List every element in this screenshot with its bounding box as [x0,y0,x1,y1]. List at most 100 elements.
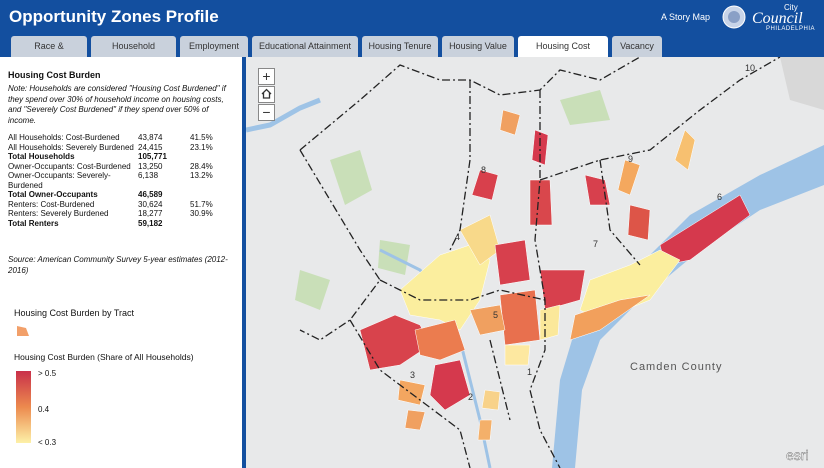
tract [499,289,541,346]
swatch-shape [17,326,29,336]
tab[interactable]: Vacancy [612,36,662,57]
table-cell: 30,624 [138,199,163,209]
district-label: 8 [481,165,486,175]
zoom-out-button[interactable]: − [258,104,275,121]
table-cell: Renters: Cost-Burdened [8,199,95,209]
tab-bar: Race & EthnicityHousehold IncomeEmployme… [0,33,824,72]
tract [539,269,586,311]
park [295,270,330,310]
table-row: Renters: Severely Burdened 18,277 30.9% [7,209,231,219]
park [560,90,610,125]
tab[interactable]: Employment [180,36,248,57]
district-boundaries [299,57,781,468]
tract [539,304,561,341]
table-cell: 13,250 [138,161,163,171]
table-cell [189,152,231,162]
district-label: 9 [628,154,633,164]
tract [429,359,471,411]
district-label: 10 [745,63,755,73]
tract [529,179,553,226]
schuylkill-river [246,97,321,133]
tract [499,109,521,136]
tab[interactable]: Educational Attainment [252,36,358,57]
district-label: 3 [410,370,415,380]
table-cell: 18,277 [138,209,163,218]
tab[interactable]: Household Income [91,36,176,72]
home-glyph [261,88,272,99]
home-button[interactable] [258,86,275,103]
story-map-link[interactable]: A Story Map [661,12,711,22]
tab[interactable]: Housing Cost Burden [518,36,608,72]
tract [569,294,651,341]
tract [477,419,493,441]
table-cell: All Households: Severely Burdened [8,142,134,152]
table-row: All Households: Severely Burdened 24,415 2… [7,143,231,153]
tract [404,409,426,431]
legend-label: < 0.3 [38,438,57,447]
table-cell: Total Owner-Occupants [8,190,98,199]
district-label: 4 [455,232,460,242]
panel-note: Note: Households are considered "Housing… [8,84,226,125]
boundary [599,159,641,266]
table-cell: 51.7% [190,199,213,209]
source-note: Source: American Community Survey 5-year… [8,255,228,275]
attribution: esri [786,447,809,463]
tab[interactable]: Housing Value [442,36,514,57]
logo: City Council PHILADELPHIA [722,3,815,32]
legend-layer-title: Housing Cost Burden by Tract [14,308,135,318]
panel-divider [242,57,246,468]
zoom-in-button[interactable]: + [258,68,275,85]
table-row: Total Renters 59,182 [7,219,231,229]
seal-center [728,11,740,23]
tract [504,344,531,366]
table-cell: 6,138 [138,171,159,180]
map-background [246,57,824,468]
tract [531,129,549,166]
district-label: 7 [593,239,598,249]
table-cell: 46,589 [138,190,163,199]
boundary [449,80,471,251]
map[interactable]: 1 2 3 4 5 6 7 8 9 10 Camden County esri [246,57,824,468]
tract [414,319,466,361]
tract [399,244,491,331]
tract [494,239,531,286]
logo-council: Council [752,10,803,27]
tract [579,249,681,321]
table-cell: 59,182 [138,218,163,228]
side-panel: Housing Cost Burden Note: Households are… [0,57,242,468]
table-cell: Renters: Severely Burdened [8,209,109,218]
place-label: Camden County [630,361,723,373]
tract [397,379,426,406]
boundary [349,319,471,468]
table-cell [189,190,231,200]
table-cell [189,219,231,229]
table-cell: 28.4% [190,161,213,171]
boundary [489,339,511,421]
tract [481,389,501,411]
table-cell: 23.1% [190,142,213,152]
table-cell: 30.9% [190,209,213,218]
tract [627,204,651,241]
legend-swatch [17,326,29,336]
home-icon [261,88,272,99]
logo-city: City [784,3,798,12]
table-cell: 41.5% [190,133,213,142]
stats-table: All Households: Cost-Burdened 43,874 41.5%… [7,133,231,228]
park [330,150,372,205]
district-label: 1 [527,367,532,377]
district-label: 6 [717,192,722,202]
table-cell: 13.2% [190,171,213,180]
land-area [780,57,824,110]
legend-label: > 0.5 [38,369,57,378]
table-row: Total Owner-Occupants 46,589 [7,190,231,200]
boundary [539,57,781,181]
table-row: Total Households 105,771 [7,152,231,162]
district-label: 2 [468,392,473,402]
table-cell: 24,415 [138,142,163,152]
tract [674,129,696,171]
tab[interactable]: Housing Tenure [362,36,438,57]
table-row: All Households: Cost-Burdened 43,874 41.5% [7,133,231,143]
table-row: Renters: Cost-Burdened 30,624 51.7% [7,200,231,210]
tab[interactable]: Race & Ethnicity [11,36,87,72]
